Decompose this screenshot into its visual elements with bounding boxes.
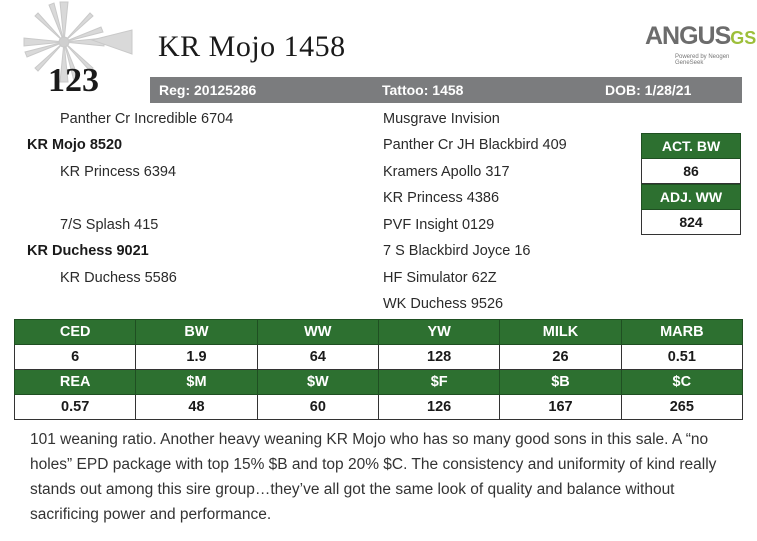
epd-value-row-2: 0.57 48 60 126 167 265 [13,394,744,420]
angus-gs-logo: ANGUSGS Powered by Neogen GeneSeek [645,22,756,72]
epd-value-ced: 6 [13,344,137,370]
dob: DOB: 1/28/21 [605,82,692,98]
epd-value-marb: 0.51 [620,344,744,370]
epd-value-w: 60 [256,394,379,420]
act-bw-label: ACT. BW [641,133,741,159]
pedigree-sire-sire: Panther Cr Incredible 6704 [60,111,234,127]
epd-header-c: $C [620,369,744,395]
epd-header-marb: MARB [620,319,744,345]
epd-header-b: $B [499,369,622,395]
pedigree-gg-7: HF Simulator 62Z [383,270,497,286]
epd-header-m: $M [135,369,258,395]
pedigree-dam-dam: KR Duchess 5586 [60,270,177,286]
pedigree-gg-5: PVF Insight 0129 [383,217,495,233]
animal-name: KR Mojo 1458 [158,30,346,63]
epd-header-rea: REA [13,369,137,395]
epd-header-ww: WW [256,319,379,345]
pedigree-gg-3: Kramers Apollo 317 [383,164,510,180]
pedigree-gg-1: Musgrave Invision [383,111,500,127]
epd-value-b: 167 [499,394,622,420]
epd-value-yw: 128 [377,344,501,370]
epd-header-yw: YW [377,319,501,345]
epd-header-w: $W [256,369,379,395]
lot-description: 101 weaning ratio. Another heavy weaning… [30,431,717,523]
pedigree-dam: KR Duchess 9021 [27,243,149,259]
epd-header-bw: BW [135,319,258,345]
epd-header-row-1: CED BW WW YW MILK MARB [13,319,744,345]
reg-number: Reg: 20125286 [159,82,257,98]
epd-table: CED BW WW YW MILK MARB 6 1.9 64 128 26 0… [13,319,744,420]
epd-value-m: 48 [135,394,258,420]
epd-header-row-2: REA $M $W $F $B $C [13,369,744,395]
tattoo: Tattoo: 1458 [382,82,464,98]
pedigree-gg-2: Panther Cr JH Blackbird 409 [383,137,567,153]
pedigree-sire: KR Mojo 8520 [27,137,123,153]
epd-header-ced: CED [13,319,137,345]
logo-suffix: GS [730,28,757,48]
logo-text: ANGUS [645,22,731,50]
epd-header-f: $F [377,369,501,395]
adj-ww-value: 824 [641,210,741,235]
act-bw-value: 86 [641,159,741,184]
epd-value-milk: 26 [499,344,622,370]
pedigree-sire-dam: KR Princess 6394 [60,164,177,180]
epd-header-milk: MILK [499,319,622,345]
weights-panel: ACT. BW 86 ADJ. WW 824 [641,133,741,235]
windmill-logo [23,1,133,83]
pedigree-gg-6: 7 S Blackbird Joyce 16 [383,243,531,259]
epd-value-c: 265 [620,394,744,420]
epd-value-bw: 1.9 [135,344,258,370]
lot-number: 123 [48,62,99,99]
logo-tagline: Powered by Neogen GeneSeek [675,54,730,66]
registration-bar: Reg: 20125286 Tattoo: 1458 DOB: 1/28/21 [150,77,742,103]
pedigree-gg-4: KR Princess 4386 [383,190,500,206]
epd-value-row-1: 6 1.9 64 128 26 0.51 [13,344,744,370]
adj-ww-label: ADJ. WW [641,184,741,210]
pedigree-dam-sire: 7/S Splash 415 [60,217,159,233]
pedigree-gg-8: WK Duchess 9526 [383,296,504,312]
epd-value-f: 126 [377,394,501,420]
epd-value-ww: 64 [256,344,379,370]
epd-value-rea: 0.57 [13,394,137,420]
